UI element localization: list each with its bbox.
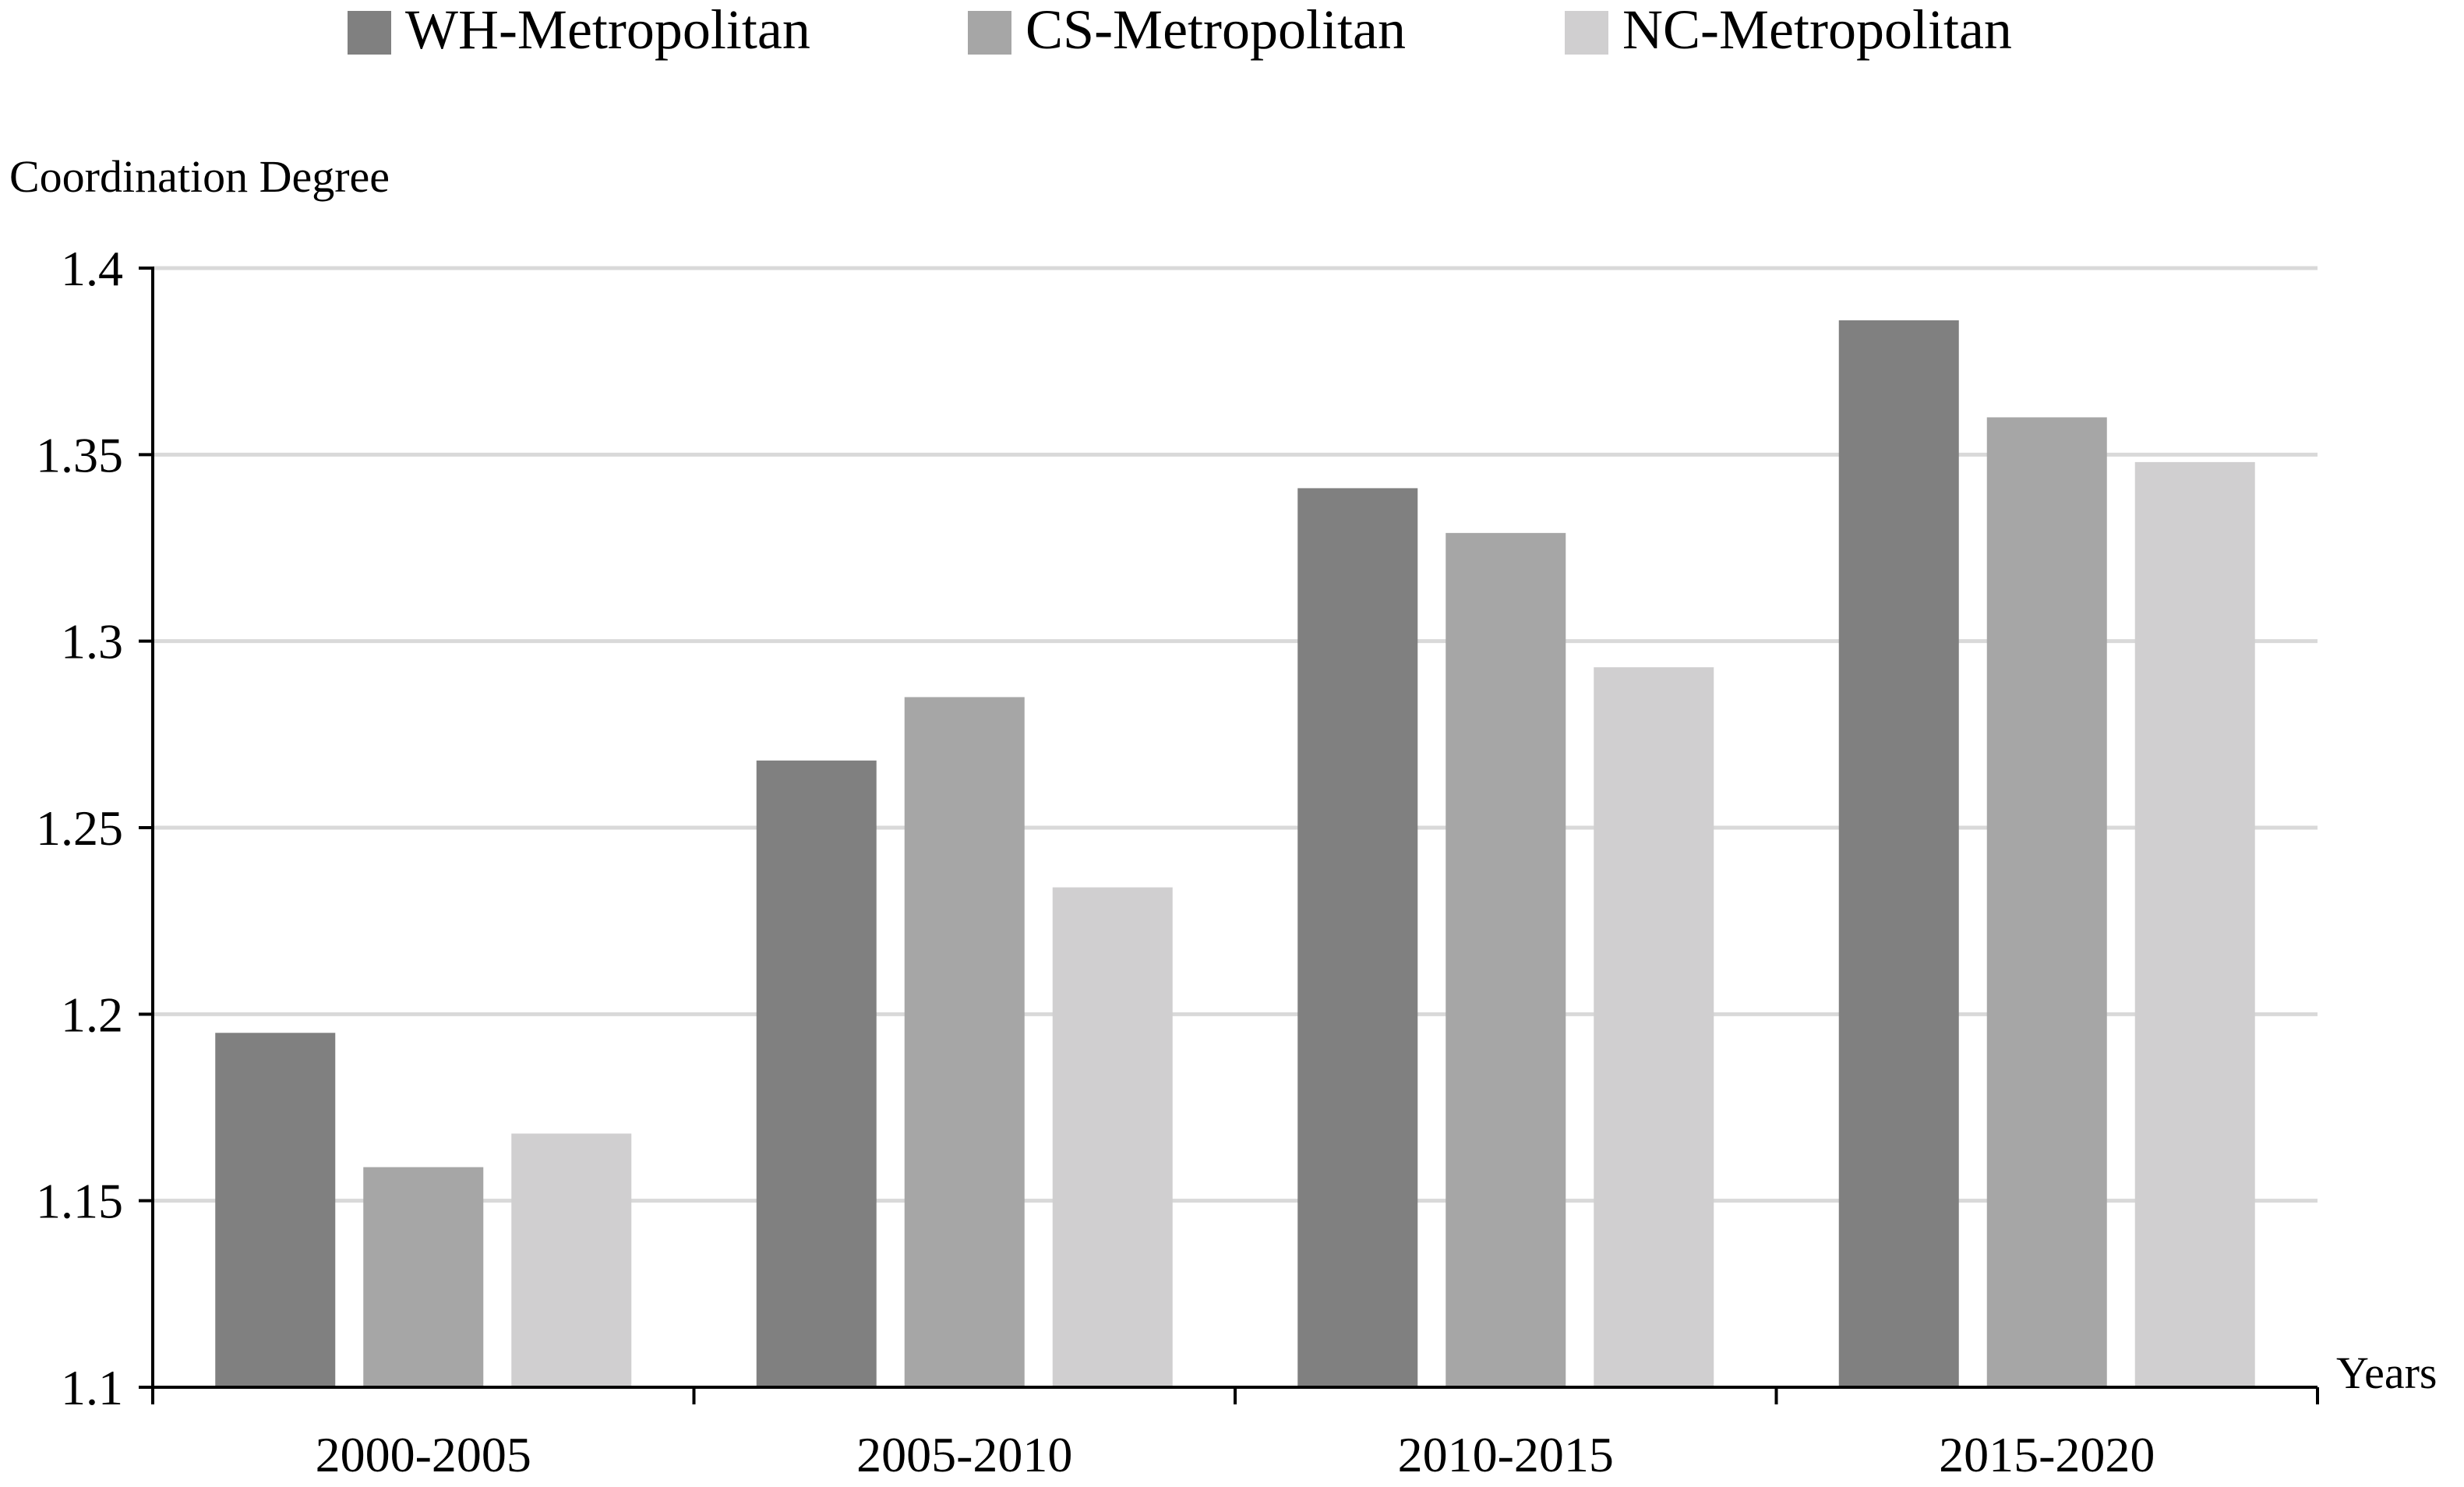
x-tick-label: 2010-2015: [1398, 1427, 1614, 1482]
bar: [1838, 320, 1959, 1388]
legend-swatch-cs: [968, 11, 1011, 55]
y-tick-label: 1.25: [36, 800, 123, 856]
y-tick-label: 1.2: [61, 987, 123, 1042]
y-tick-labels: 1.1 1.15 1.2 1.25 1.3 1.35 1.4: [36, 241, 123, 1415]
x-axis-title: Years: [2336, 1347, 2437, 1398]
legend-label-nc: NC-Metropolitan: [1622, 0, 2012, 61]
y-tick-label: 1.35: [36, 427, 123, 482]
legend-swatch-nc: [1565, 11, 1608, 55]
y-tick-label: 1.15: [36, 1174, 123, 1229]
bar: [2134, 461, 2255, 1387]
x-tick-labels: 2000-2005 2005-2010 2010-2015 2015-2020: [316, 1427, 2155, 1482]
legend-swatch-wh: [348, 11, 391, 55]
bar: [1297, 488, 1418, 1387]
bar: [1986, 417, 2107, 1387]
x-tick-label: 2000-2005: [316, 1427, 531, 1482]
x-tick-label: 2015-2020: [1939, 1427, 2155, 1482]
bar: [1052, 887, 1173, 1387]
legend-label-wh: WH-Metropolitan: [405, 0, 810, 61]
bar: [215, 1033, 336, 1387]
bars: [215, 320, 2255, 1388]
y-tick-label: 1.3: [61, 614, 123, 669]
y-tick-label: 1.4: [61, 241, 123, 296]
legend: WH-Metropolitan CS-Metropolitan NC-Metro…: [348, 0, 2012, 61]
y-axis-title: Coordination Degree: [9, 151, 390, 202]
bar: [1446, 532, 1566, 1388]
legend-label-cs: CS-Metropolitan: [1025, 0, 1406, 61]
bar: [363, 1167, 484, 1387]
bar: [904, 697, 1025, 1387]
bar: [1594, 667, 1714, 1387]
y-tick-label: 1.1: [61, 1360, 123, 1415]
bar: [511, 1133, 632, 1387]
x-tick-label: 2005-2010: [856, 1427, 1072, 1482]
axes: [139, 267, 2319, 1404]
bar: [756, 760, 877, 1387]
